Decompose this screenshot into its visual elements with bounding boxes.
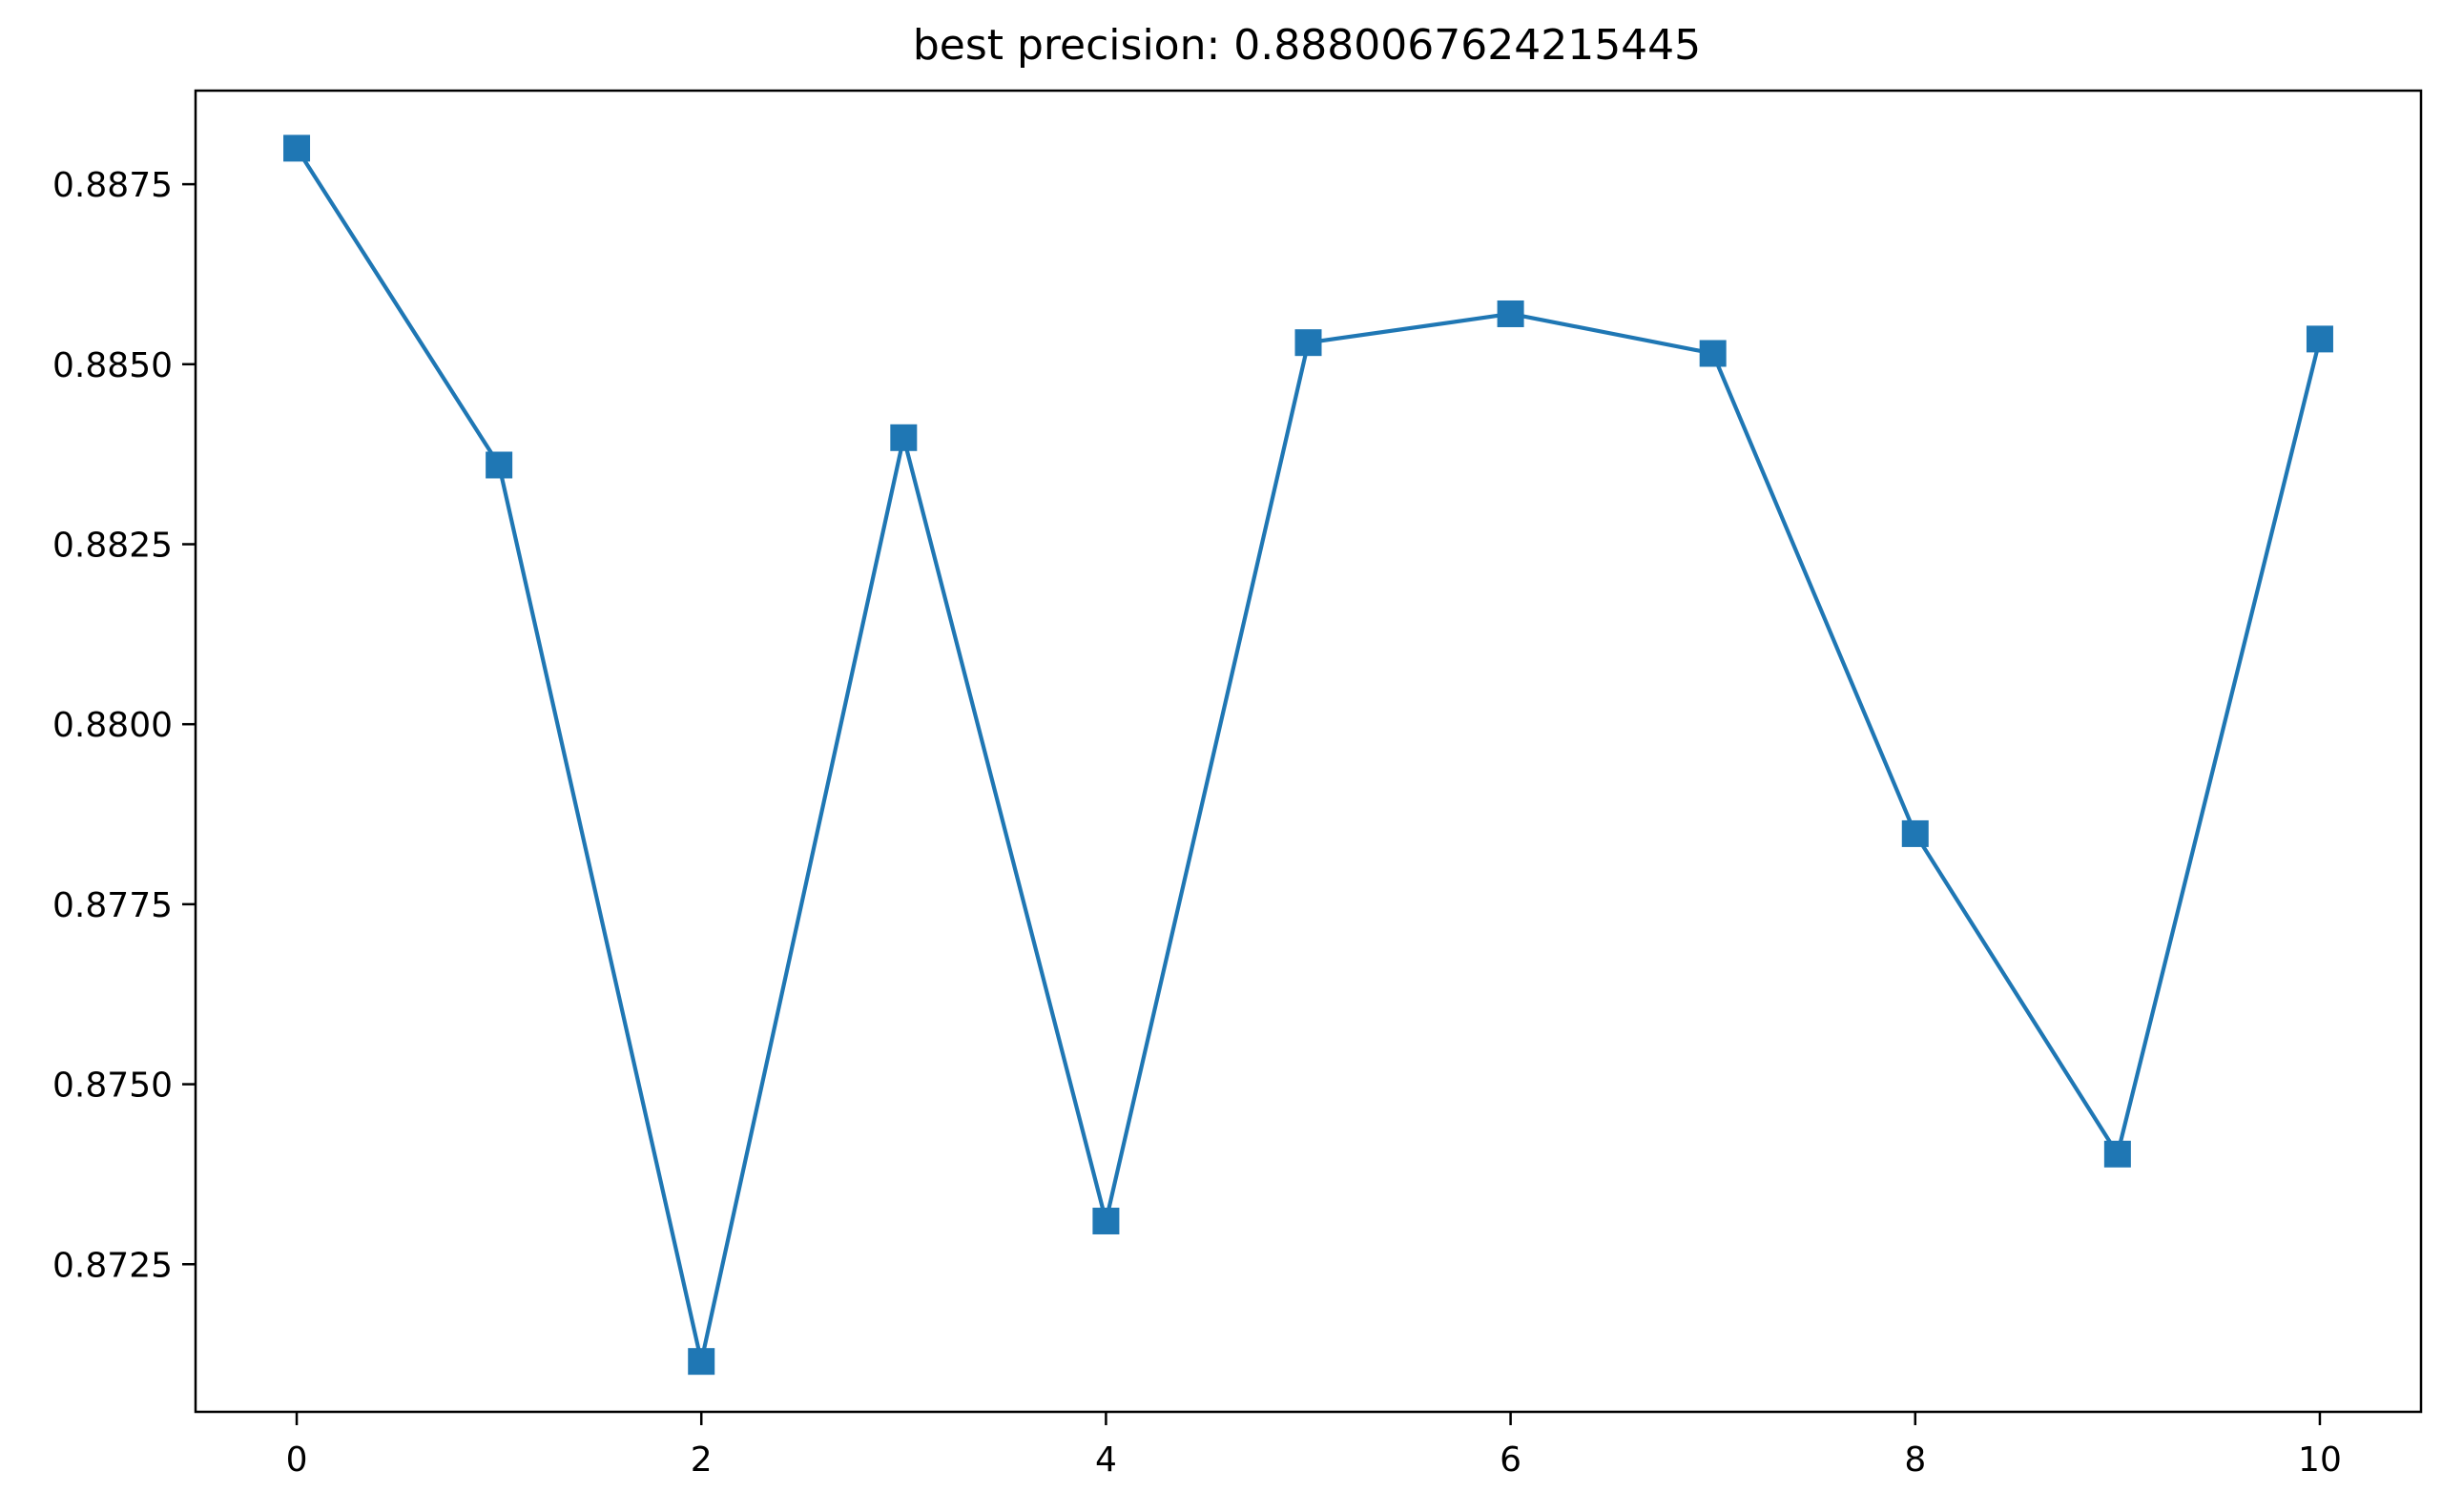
data-point-marker: [890, 424, 918, 451]
y-tick-label: 0.8875: [52, 166, 173, 205]
y-tick-label: 0.8800: [52, 706, 173, 745]
data-point-marker: [1699, 340, 1727, 367]
data-point-marker: [688, 1348, 715, 1376]
x-tick-label: 8: [1904, 1440, 1926, 1480]
x-tick-label: 0: [286, 1440, 308, 1480]
data-point-marker: [1092, 1207, 1120, 1234]
data-point-marker: [1497, 300, 1524, 327]
y-tick-label: 0.8750: [52, 1067, 173, 1106]
y-tick-label: 0.8850: [52, 346, 173, 385]
plot-frame: [194, 89, 2423, 1414]
y-tick-label: 0.8725: [52, 1246, 173, 1285]
data-point-marker: [2103, 1140, 2131, 1168]
x-tick-label: 6: [1500, 1440, 1521, 1480]
y-tick-label: 0.8825: [52, 527, 173, 566]
data-point-marker: [283, 135, 311, 162]
plot-area: 0 2 4 6 8 10 0.8725 0.8750 0.8775 0.8800 0.8825 0.8…: [52, 135, 2342, 1480]
data-point-marker: [486, 451, 513, 479]
x-tick-label: 10: [2298, 1440, 2342, 1480]
y-tick-label: 0.8775: [52, 886, 173, 925]
x-tick-label: 4: [1095, 1440, 1117, 1480]
x-tick-label: 2: [691, 1440, 713, 1480]
chart-title: best precision: 0.8880067624215445: [913, 21, 1701, 70]
data-point-marker: [2306, 325, 2333, 353]
data-point-marker: [1901, 819, 1929, 847]
data-point-marker: [1294, 329, 1322, 357]
